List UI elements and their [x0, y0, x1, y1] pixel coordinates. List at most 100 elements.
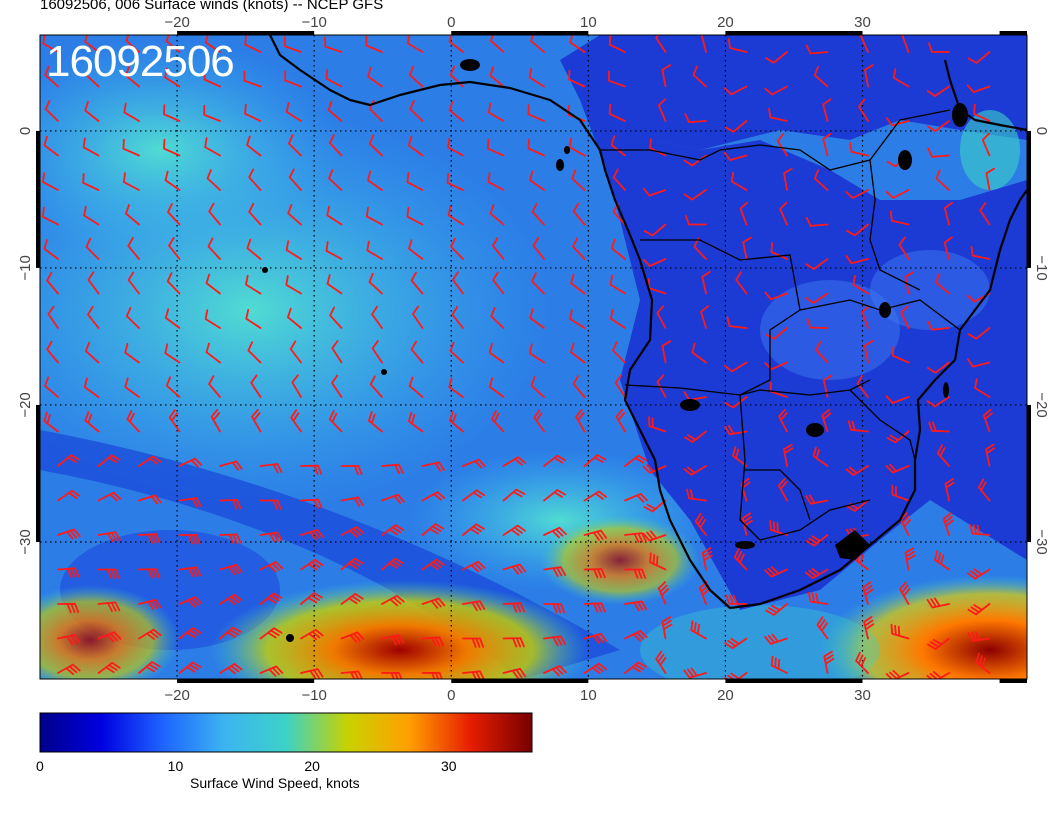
- wind-barb: [973, 103, 991, 122]
- wind-barb: [862, 581, 874, 605]
- wind-barb: [285, 275, 302, 295]
- wind-barb: [290, 409, 302, 433]
- wind-barb: [610, 238, 626, 260]
- wind-barb: [730, 171, 748, 191]
- wind-barb: [649, 552, 667, 571]
- wind-barb: [904, 271, 915, 295]
- wind-barb: [657, 98, 667, 122]
- wind-barb: [642, 530, 667, 542]
- latitude-labels-right: 0 −10 −20 −30: [1033, 127, 1050, 555]
- wind-barb: [979, 202, 991, 226]
- wind-barb: [701, 271, 711, 295]
- wind-barb: [885, 670, 910, 679]
- wind-barb: [340, 526, 365, 538]
- wind-barb: [285, 102, 302, 122]
- wind-barb: [885, 117, 910, 127]
- wind-barb: [138, 628, 162, 640]
- wind-barb: [926, 396, 950, 408]
- wind-barb: [899, 581, 911, 605]
- wind-barb: [248, 202, 262, 226]
- wind-barb: [83, 377, 100, 398]
- wind-barb: [122, 138, 140, 157]
- wind-barb: [783, 167, 793, 191]
- wind-barb: [449, 65, 464, 88]
- wind-barb: [340, 557, 364, 571]
- wind-barb: [42, 206, 59, 226]
- wind-barb: [527, 138, 545, 157]
- wind-barb: [85, 65, 100, 88]
- wind-barb: [178, 457, 203, 468]
- wind-barb: [568, 137, 586, 157]
- west-africa-coast: [269, 35, 601, 151]
- wind-barb: [655, 650, 667, 674]
- frame-band: [177, 31, 315, 35]
- wind-barb: [329, 306, 343, 329]
- wind-barb: [690, 620, 707, 640]
- wind-barb: [926, 120, 950, 132]
- wind-barb: [462, 523, 485, 536]
- wind-barb: [57, 663, 81, 675]
- lon-tick-label: 0: [447, 14, 455, 31]
- wind-barb: [822, 98, 832, 122]
- wind-barb: [863, 340, 874, 364]
- wind-barb: [325, 241, 343, 260]
- wind-barb: [609, 309, 626, 329]
- wind-barb: [406, 35, 424, 53]
- wind-barb: [284, 70, 302, 88]
- wind-barb: [246, 135, 262, 157]
- wind-barb: [502, 456, 526, 467]
- wind-barb: [138, 455, 162, 467]
- wind-barb: [532, 237, 545, 260]
- wind-barb: [205, 342, 221, 364]
- wind-barb: [448, 101, 464, 122]
- wind-barb: [125, 204, 140, 226]
- wind-barb: [287, 307, 302, 329]
- wind-barb: [898, 236, 910, 260]
- wind-barb: [661, 64, 671, 88]
- wind-barb: [421, 491, 446, 502]
- wind-barb: [97, 601, 121, 612]
- wind-barb: [168, 409, 181, 433]
- wind-barb: [488, 343, 505, 364]
- wind-barb: [691, 342, 707, 364]
- wind-barb: [701, 547, 713, 571]
- wind-barb: [97, 531, 121, 542]
- wind-barb: [777, 477, 788, 502]
- wind-barb: [421, 461, 445, 472]
- wind-barb: [492, 237, 505, 260]
- wind-barb: [723, 151, 748, 161]
- wind-barb: [568, 69, 586, 88]
- wind-barb: [977, 478, 991, 502]
- wind-barb: [219, 593, 243, 606]
- wind-barb: [583, 529, 608, 541]
- wind-barb: [326, 205, 343, 226]
- wind-barb: [970, 245, 991, 260]
- wind-barb: [502, 524, 526, 536]
- wind-barb: [97, 491, 122, 502]
- wind-barb: [967, 631, 991, 642]
- lat-tick-label: −10: [1033, 255, 1050, 280]
- wind-barb: [409, 65, 424, 88]
- wind-barb: [324, 36, 343, 53]
- wind-barb: [583, 602, 606, 613]
- wind-barb: [43, 135, 59, 157]
- wind-barb: [44, 100, 59, 122]
- wind-barb: [340, 593, 364, 605]
- frame-band: [451, 679, 589, 683]
- wind-barb: [724, 672, 748, 679]
- wind-barb: [47, 305, 59, 329]
- wind-barb: [845, 189, 869, 199]
- wind-barb: [821, 408, 832, 433]
- frame-band: [36, 130, 40, 268]
- wind-barb: [381, 524, 405, 536]
- wind-barb: [783, 443, 794, 467]
- wind-barb: [943, 236, 953, 260]
- wind-barb: [487, 138, 505, 157]
- wind-barb: [969, 524, 991, 536]
- wind-barb: [85, 237, 100, 260]
- wind-barb: [57, 634, 81, 645]
- wind-barb: [381, 672, 403, 679]
- wind-barb: [642, 464, 667, 474]
- wind-barb: [863, 616, 875, 640]
- wind-barb: [381, 463, 404, 475]
